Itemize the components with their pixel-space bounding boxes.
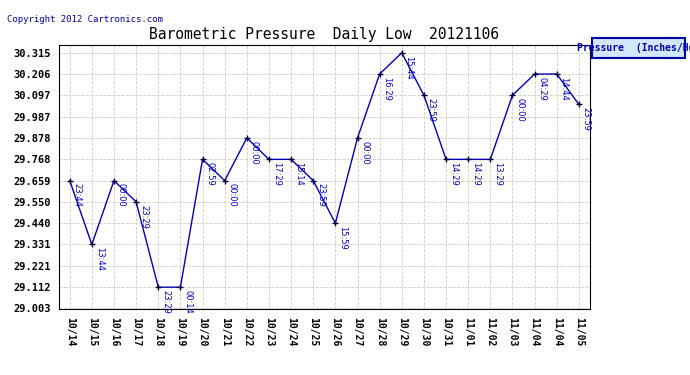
Text: 23:59: 23:59	[426, 98, 435, 122]
Title: Barometric Pressure  Daily Low  20121106: Barometric Pressure Daily Low 20121106	[149, 27, 500, 42]
Text: 23:59: 23:59	[582, 107, 591, 131]
Text: 16:29: 16:29	[382, 77, 391, 101]
Text: 00:00: 00:00	[250, 141, 259, 165]
Text: 15:14: 15:14	[294, 162, 303, 186]
Text: 00:00: 00:00	[228, 183, 237, 207]
Text: Copyright 2012 Cartronics.com: Copyright 2012 Cartronics.com	[7, 15, 163, 24]
Text: 14:44: 14:44	[560, 77, 569, 101]
Text: 00:00: 00:00	[360, 141, 369, 165]
Text: 04:29: 04:29	[538, 77, 546, 101]
Text: 00:14: 00:14	[183, 290, 193, 314]
Text: 23:44: 23:44	[72, 183, 81, 207]
Text: 23:29: 23:29	[161, 290, 170, 314]
Text: 13:44: 13:44	[95, 247, 103, 271]
Text: 23:59: 23:59	[316, 183, 325, 207]
Text: 14:29: 14:29	[448, 162, 458, 186]
Text: 14:29: 14:29	[471, 162, 480, 186]
Text: 17:29: 17:29	[272, 162, 281, 186]
Text: 00:00: 00:00	[117, 183, 126, 207]
Text: Pressure  (Inches/Hg): Pressure (Inches/Hg)	[577, 43, 690, 53]
Text: 15:59: 15:59	[338, 226, 347, 250]
Text: 13:29: 13:29	[493, 162, 502, 186]
Text: 23:29: 23:29	[139, 205, 148, 228]
Text: 00:00: 00:00	[515, 98, 524, 122]
Text: 02:59: 02:59	[206, 162, 215, 186]
Text: 15:44: 15:44	[404, 56, 413, 80]
